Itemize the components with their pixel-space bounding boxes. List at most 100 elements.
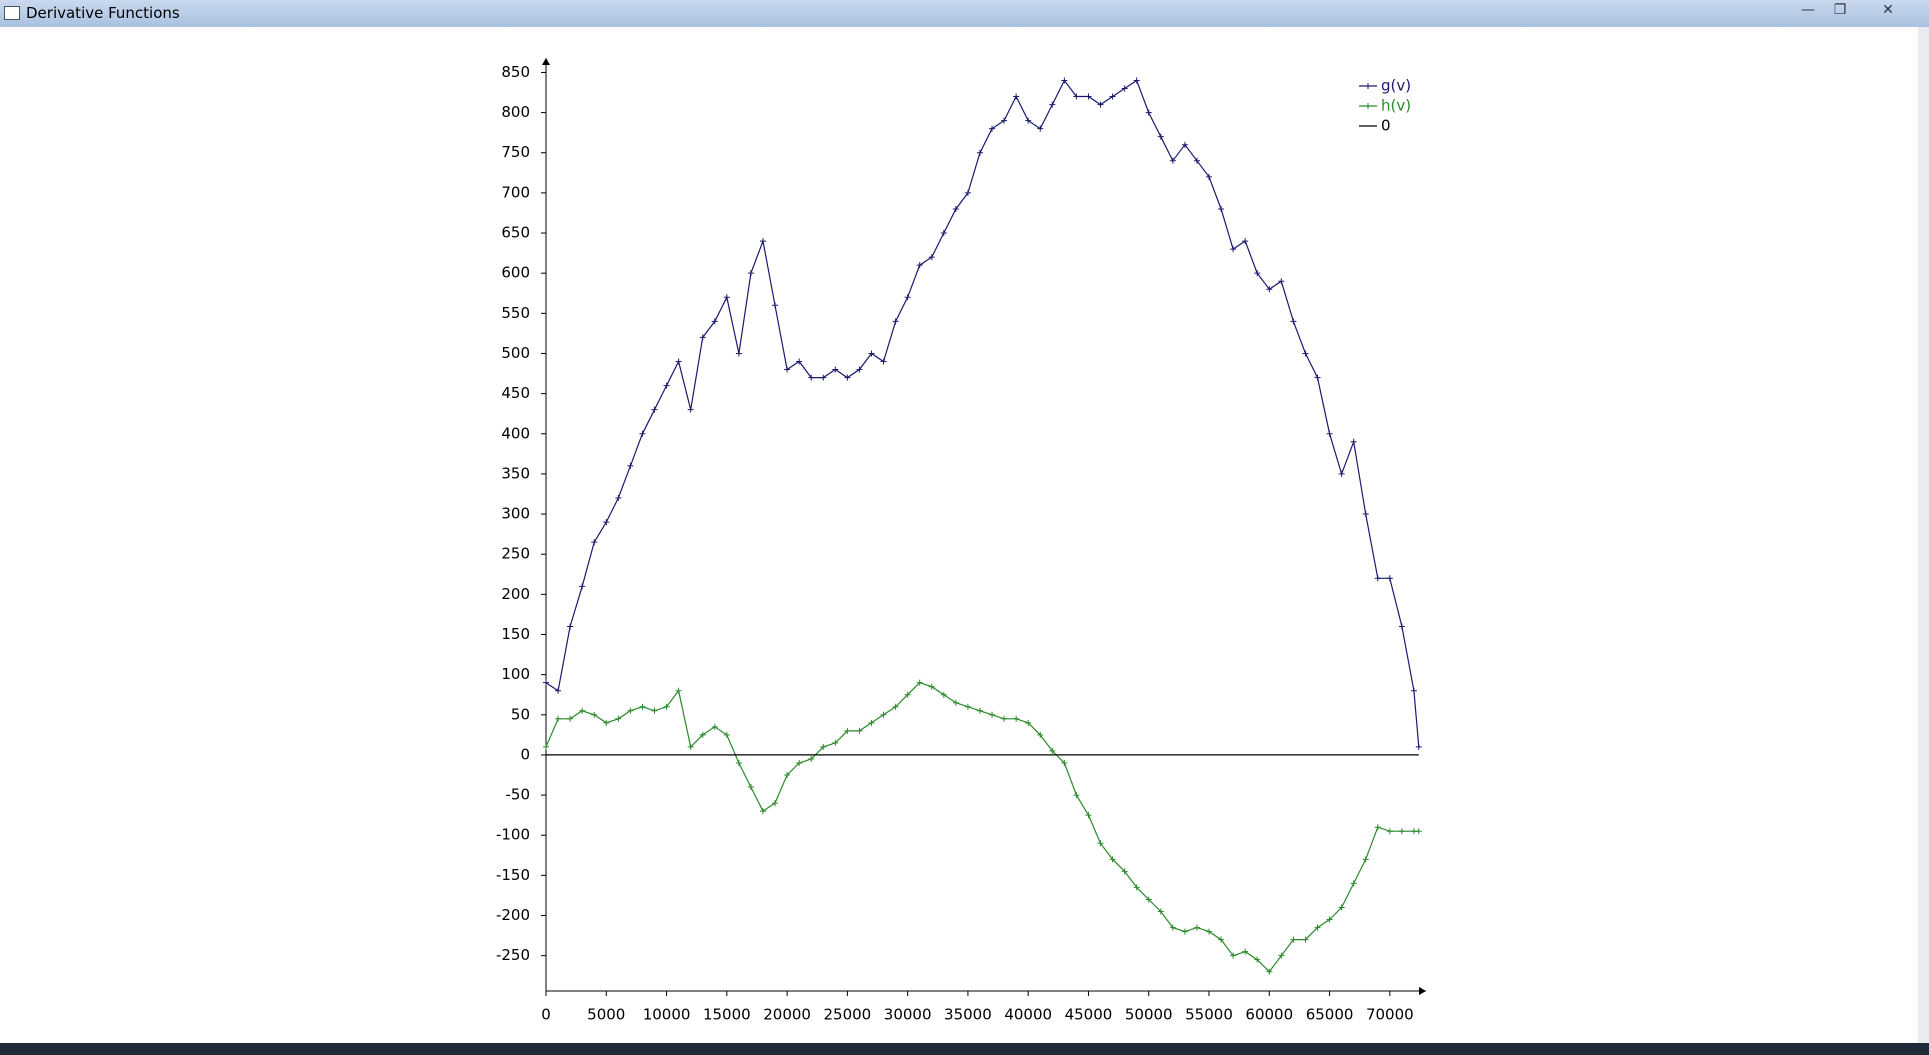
point-marker bbox=[940, 691, 947, 698]
point-marker bbox=[1169, 157, 1176, 164]
point-marker bbox=[1218, 205, 1225, 212]
point-marker bbox=[1350, 438, 1357, 445]
y-tick-label: 100 bbox=[501, 665, 530, 683]
point-marker bbox=[856, 727, 863, 734]
point-marker bbox=[1254, 956, 1261, 963]
point-marker bbox=[1073, 792, 1080, 799]
point-marker bbox=[1097, 101, 1104, 108]
restore-button[interactable]: ❐ bbox=[1833, 2, 1847, 18]
point-marker bbox=[639, 703, 646, 710]
y-tick-label: 800 bbox=[501, 103, 530, 121]
point-marker bbox=[1097, 840, 1104, 847]
point-marker bbox=[603, 719, 610, 726]
point-marker bbox=[952, 699, 959, 706]
point-marker bbox=[759, 238, 766, 245]
title-bar: Derivative Functions — ❐ ✕ bbox=[0, 0, 1929, 27]
chart: -250 -200 -150 -100 -50 0 50 100 150 200 250 300 350… bbox=[496, 58, 1426, 1024]
point-marker bbox=[1049, 101, 1056, 108]
point-marker bbox=[735, 759, 742, 766]
y-tick-label: 500 bbox=[501, 344, 530, 362]
x-tick-label: 15000 bbox=[703, 1006, 751, 1024]
point-marker bbox=[1001, 117, 1008, 124]
y-tick-label: 50 bbox=[511, 705, 530, 723]
point-marker bbox=[868, 719, 875, 726]
point-marker bbox=[759, 808, 766, 815]
legend-label: 0 bbox=[1381, 117, 1391, 135]
x-tick-label: 20000 bbox=[763, 1006, 811, 1024]
window-edge bbox=[1918, 27, 1929, 1043]
x-tick-label: 50000 bbox=[1125, 1006, 1173, 1024]
point-marker bbox=[976, 149, 983, 156]
point-marker bbox=[964, 189, 971, 196]
point-marker bbox=[1193, 924, 1200, 931]
point-marker bbox=[1350, 880, 1357, 887]
point-marker bbox=[940, 230, 947, 237]
point-marker bbox=[1386, 575, 1393, 582]
point-marker bbox=[892, 318, 899, 325]
point-marker bbox=[1278, 278, 1285, 285]
point-marker bbox=[1025, 719, 1032, 726]
point-marker bbox=[1415, 743, 1422, 750]
point-marker bbox=[952, 205, 959, 212]
minimize-button[interactable]: — bbox=[1801, 2, 1815, 18]
y-tick-label: -200 bbox=[496, 906, 530, 924]
y-tick-label: 450 bbox=[501, 384, 530, 402]
point-marker bbox=[1061, 759, 1068, 766]
x-tick-label: 55000 bbox=[1185, 1006, 1233, 1024]
point-marker bbox=[808, 374, 815, 381]
point-marker bbox=[844, 374, 851, 381]
point-marker bbox=[916, 262, 923, 269]
point-marker bbox=[820, 374, 827, 381]
point-marker bbox=[579, 583, 586, 590]
point-marker bbox=[591, 711, 598, 718]
point-marker bbox=[1206, 928, 1213, 935]
point-marker bbox=[989, 711, 996, 718]
y-tick-label: 600 bbox=[501, 264, 530, 282]
point-marker bbox=[1374, 824, 1381, 831]
point-marker bbox=[904, 294, 911, 301]
x-tick-label: 45000 bbox=[1065, 1006, 1113, 1024]
point-marker bbox=[567, 623, 574, 630]
point-marker bbox=[856, 366, 863, 373]
point-marker bbox=[1242, 238, 1249, 245]
point-marker bbox=[1085, 812, 1092, 819]
y-tick-label: 550 bbox=[501, 304, 530, 322]
point-marker bbox=[928, 683, 935, 690]
point-marker bbox=[1157, 133, 1164, 140]
point-marker bbox=[1362, 511, 1369, 518]
point-marker bbox=[820, 743, 827, 750]
point-marker bbox=[1181, 928, 1188, 935]
point-marker bbox=[1181, 141, 1188, 148]
point-marker bbox=[663, 382, 670, 389]
point-marker bbox=[1121, 868, 1128, 875]
point-marker bbox=[1013, 715, 1020, 722]
y-tick-label: 250 bbox=[501, 545, 530, 563]
point-marker bbox=[627, 462, 634, 469]
point-marker bbox=[1242, 948, 1249, 955]
point-marker bbox=[1362, 856, 1369, 863]
point-marker bbox=[976, 707, 983, 714]
x-tick-label: 65000 bbox=[1306, 1006, 1354, 1024]
point-marker bbox=[1290, 318, 1297, 325]
y-tick-label: -50 bbox=[506, 786, 531, 804]
point-marker bbox=[699, 731, 706, 738]
point-marker bbox=[543, 679, 549, 686]
y-tick-label: -250 bbox=[496, 946, 530, 964]
point-marker bbox=[868, 350, 875, 357]
close-button[interactable]: ✕ bbox=[1882, 2, 1894, 18]
y-tick-label: 850 bbox=[501, 63, 530, 81]
point-marker bbox=[1109, 856, 1116, 863]
point-marker bbox=[1133, 77, 1140, 84]
point-marker bbox=[639, 430, 646, 437]
point-marker bbox=[1230, 952, 1237, 959]
point-marker bbox=[989, 125, 996, 132]
legend-label: h(v) bbox=[1381, 97, 1411, 115]
x-tick-label: 0 bbox=[541, 1006, 551, 1024]
y-tick-label: -100 bbox=[496, 826, 530, 844]
series-line bbox=[545, 682, 1419, 973]
point-marker bbox=[675, 358, 682, 365]
point-marker bbox=[663, 703, 670, 710]
point-marker bbox=[832, 366, 839, 373]
y-axis-arrow bbox=[542, 58, 550, 65]
